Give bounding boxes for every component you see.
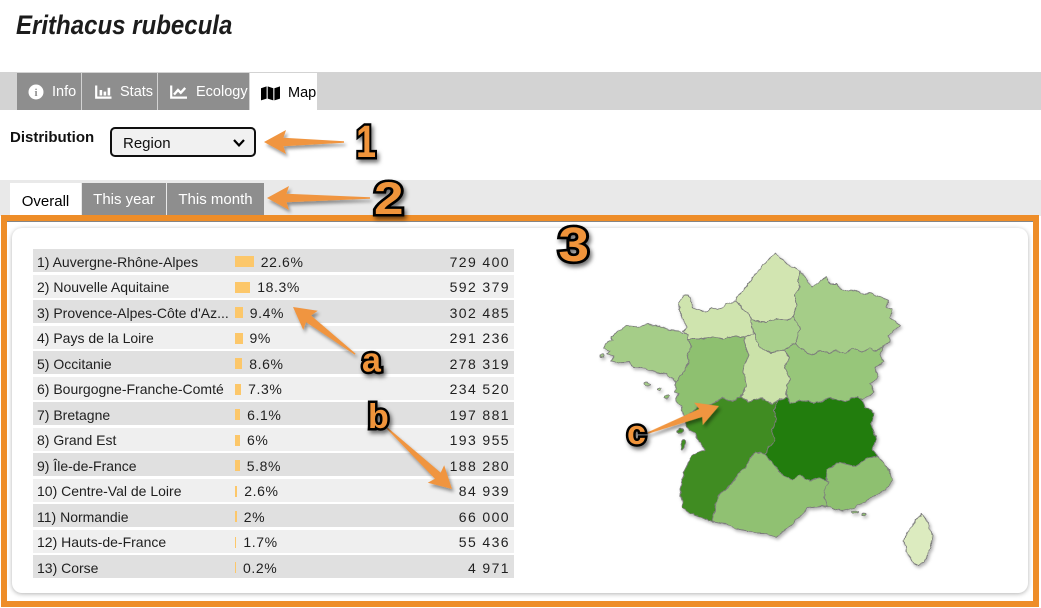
svg-text:1: 1 [356,116,376,167]
svg-text:i: i [34,87,37,99]
